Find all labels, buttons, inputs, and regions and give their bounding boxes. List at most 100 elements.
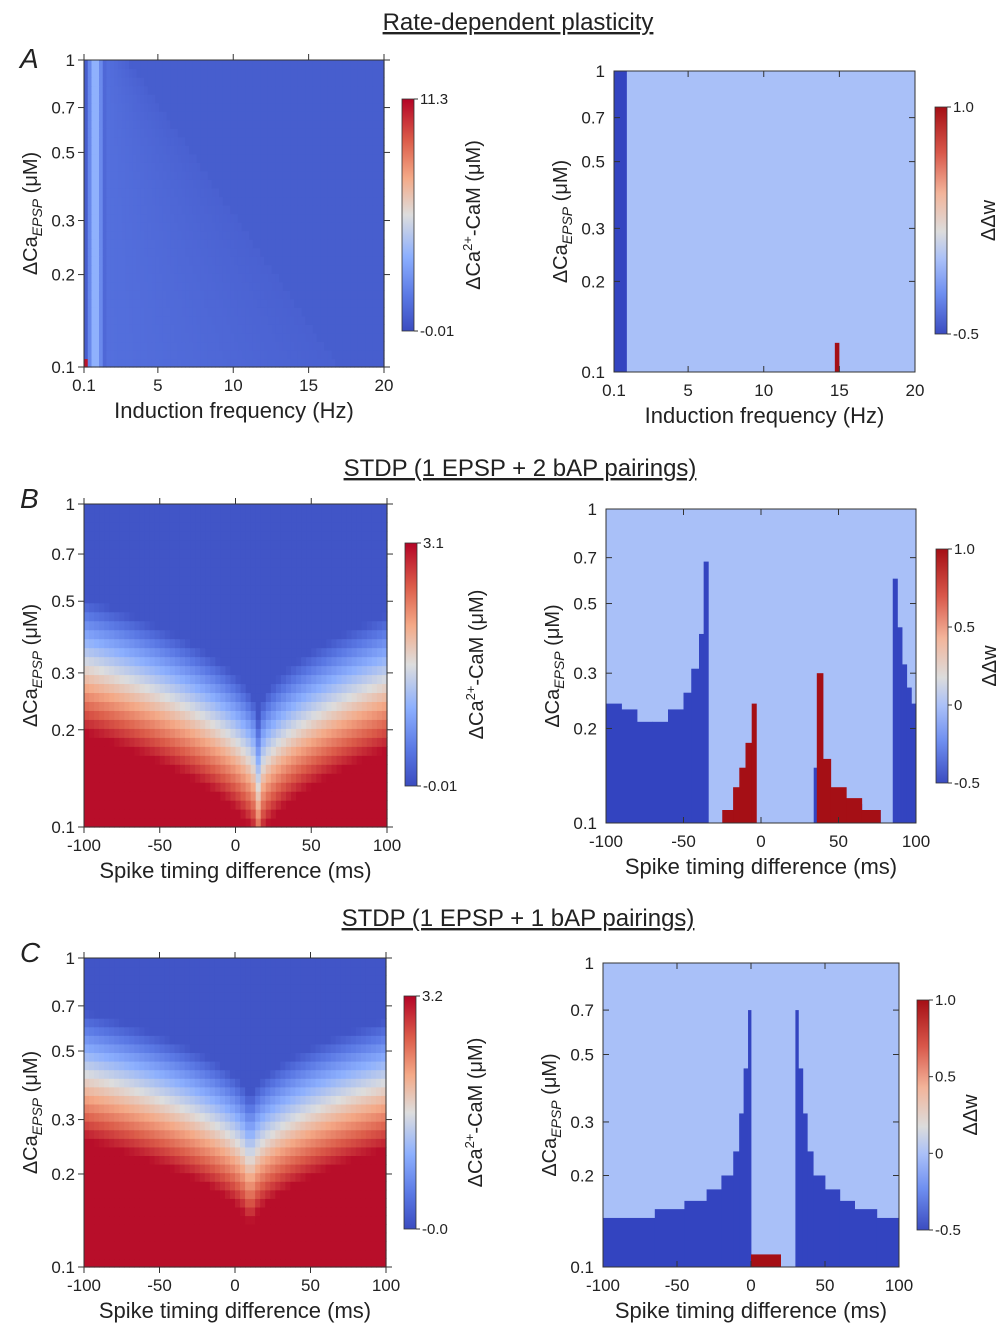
heatmap-cell (219, 315, 224, 325)
heatmap-cell (162, 204, 168, 215)
heatmap-cell (341, 755, 348, 765)
heatmap-cell (301, 60, 306, 70)
heatmap-cell (265, 602, 272, 613)
heatmap-cell (241, 85, 246, 95)
heatmap-cell (234, 170, 239, 180)
heatmap-cell (275, 548, 282, 559)
heatmap-cell (320, 128, 325, 138)
heatmap-cell (331, 204, 336, 215)
heatmap-cell (144, 782, 151, 792)
heatmap-cell (155, 94, 160, 104)
heatmap-cell (275, 809, 282, 819)
heatmap-cell (222, 60, 228, 70)
heatmap-cell (321, 629, 327, 640)
heatmap-cell (169, 782, 176, 792)
heatmap-cell (350, 94, 355, 104)
heatmap-cell (371, 629, 378, 640)
heatmap-cell (381, 611, 388, 622)
heatmap-cell (275, 358, 280, 368)
heatmap-cell (219, 324, 224, 334)
heatmap-cell (306, 566, 312, 577)
heatmap-cell (361, 222, 366, 232)
heatmap-cell (357, 94, 363, 104)
heatmap-cell (282, 307, 288, 317)
heatmap-cell (320, 68, 325, 78)
heatmap-cell (84, 710, 90, 720)
heatmap-cell (170, 60, 175, 70)
heatmap-cell (256, 298, 261, 308)
heatmap-cell (117, 187, 123, 198)
heatmap-cell (151, 213, 156, 223)
heatmap-cell (267, 213, 273, 223)
heatmap-cell (241, 128, 246, 138)
heatmap-cell (117, 153, 123, 163)
heatmap-cell (207, 315, 213, 325)
heatmap-cell (190, 737, 196, 747)
heatmap-cell (226, 281, 231, 291)
heatmap-cell (312, 111, 318, 121)
heatmap-cell (296, 557, 302, 568)
heatmap-cell (225, 575, 232, 586)
heatmap-cell (311, 791, 317, 801)
heatmap-cell (335, 111, 340, 121)
heatmap-cell (376, 566, 383, 577)
heatmap-cell (117, 111, 123, 121)
heatmap-cell (369, 307, 374, 317)
heatmap-cell (185, 341, 190, 351)
heatmap-cell (154, 782, 161, 792)
heatmap-cell (169, 575, 176, 586)
heatmap-cell (350, 68, 355, 78)
heatmap-cell (91, 85, 96, 95)
heatmap-cell (185, 584, 191, 595)
heatmap-cell (132, 153, 138, 163)
heatmap-cell (321, 656, 327, 667)
heatmap-cell (106, 273, 111, 283)
heatmap-cell (200, 187, 205, 198)
heatmap-cell (179, 575, 186, 586)
heatmap-cell (342, 196, 348, 206)
heatmap-cell (220, 584, 226, 595)
heatmap-cell (270, 575, 277, 586)
heatmap-cell (309, 349, 314, 360)
heatmap-cell (140, 85, 145, 95)
heatmap-cell (89, 638, 95, 649)
heatmap-cell (252, 111, 258, 121)
heatmap-cell (376, 77, 381, 87)
heatmap-cell (174, 620, 181, 631)
heatmap-cell (84, 764, 90, 774)
heatmap-cell (162, 341, 168, 351)
heatmap-cell (121, 136, 126, 146)
heatmap-cell (109, 539, 115, 550)
heatmap-cell (181, 307, 186, 317)
heatmap-cell (297, 256, 303, 266)
heatmap-cell (185, 728, 191, 738)
heatmap-cell (265, 728, 272, 738)
heatmap-cell (291, 674, 297, 685)
heatmap-cell (305, 128, 310, 138)
heatmap-cell (102, 281, 108, 291)
heatmap-cell (305, 60, 310, 70)
heatmap-cell (129, 755, 136, 765)
heatmap-cell (125, 102, 130, 112)
y-tick-label: 0.5 (581, 153, 605, 172)
y-tick-label: 0.1 (581, 363, 605, 382)
heatmap-cell (279, 119, 284, 129)
heatmap-cell (376, 674, 383, 685)
heatmap-cell (294, 230, 299, 240)
heatmap-cell (252, 307, 258, 317)
heatmap-cell (99, 575, 105, 586)
heatmap-cell (366, 701, 373, 711)
heatmap-cell (129, 102, 134, 112)
heatmap-cell (104, 764, 110, 774)
heatmap-cell (204, 204, 209, 215)
heatmap-cell (376, 719, 383, 729)
heatmap-cell (267, 298, 273, 308)
heatmap-cell (159, 222, 164, 232)
heatmap-cell (169, 629, 176, 640)
heatmap-cell (356, 548, 363, 559)
heatmap-cell (144, 256, 149, 266)
heatmap-cell (174, 647, 181, 658)
heatmap-cell (225, 647, 232, 658)
y-tick-label: 0.3 (51, 212, 75, 231)
